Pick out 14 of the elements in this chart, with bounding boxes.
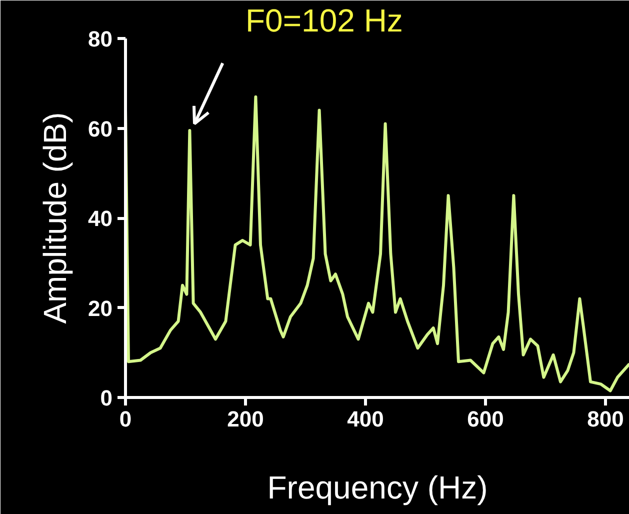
x-tick-label: 600: [467, 406, 504, 432]
y-tick-label: 40: [88, 206, 113, 231]
y-tick-label: 80: [88, 26, 113, 52]
x-tick-label: 400: [347, 406, 384, 432]
y-tick-label: 60: [88, 116, 113, 142]
y-tick-label: 0: [100, 386, 113, 410]
x-tick-label: 200: [227, 406, 264, 432]
y-tick-label: 20: [88, 296, 113, 321]
y-axis-title: Amplitude (dB): [37, 112, 74, 324]
annotation: F0=102 Hz: [246, 2, 403, 38]
x-tick-label: 0: [119, 406, 132, 432]
x-axis-title: Frequency (Hz): [267, 470, 488, 506]
x-tick-label: 800: [587, 406, 624, 432]
line-series: [126, 95, 629, 392]
